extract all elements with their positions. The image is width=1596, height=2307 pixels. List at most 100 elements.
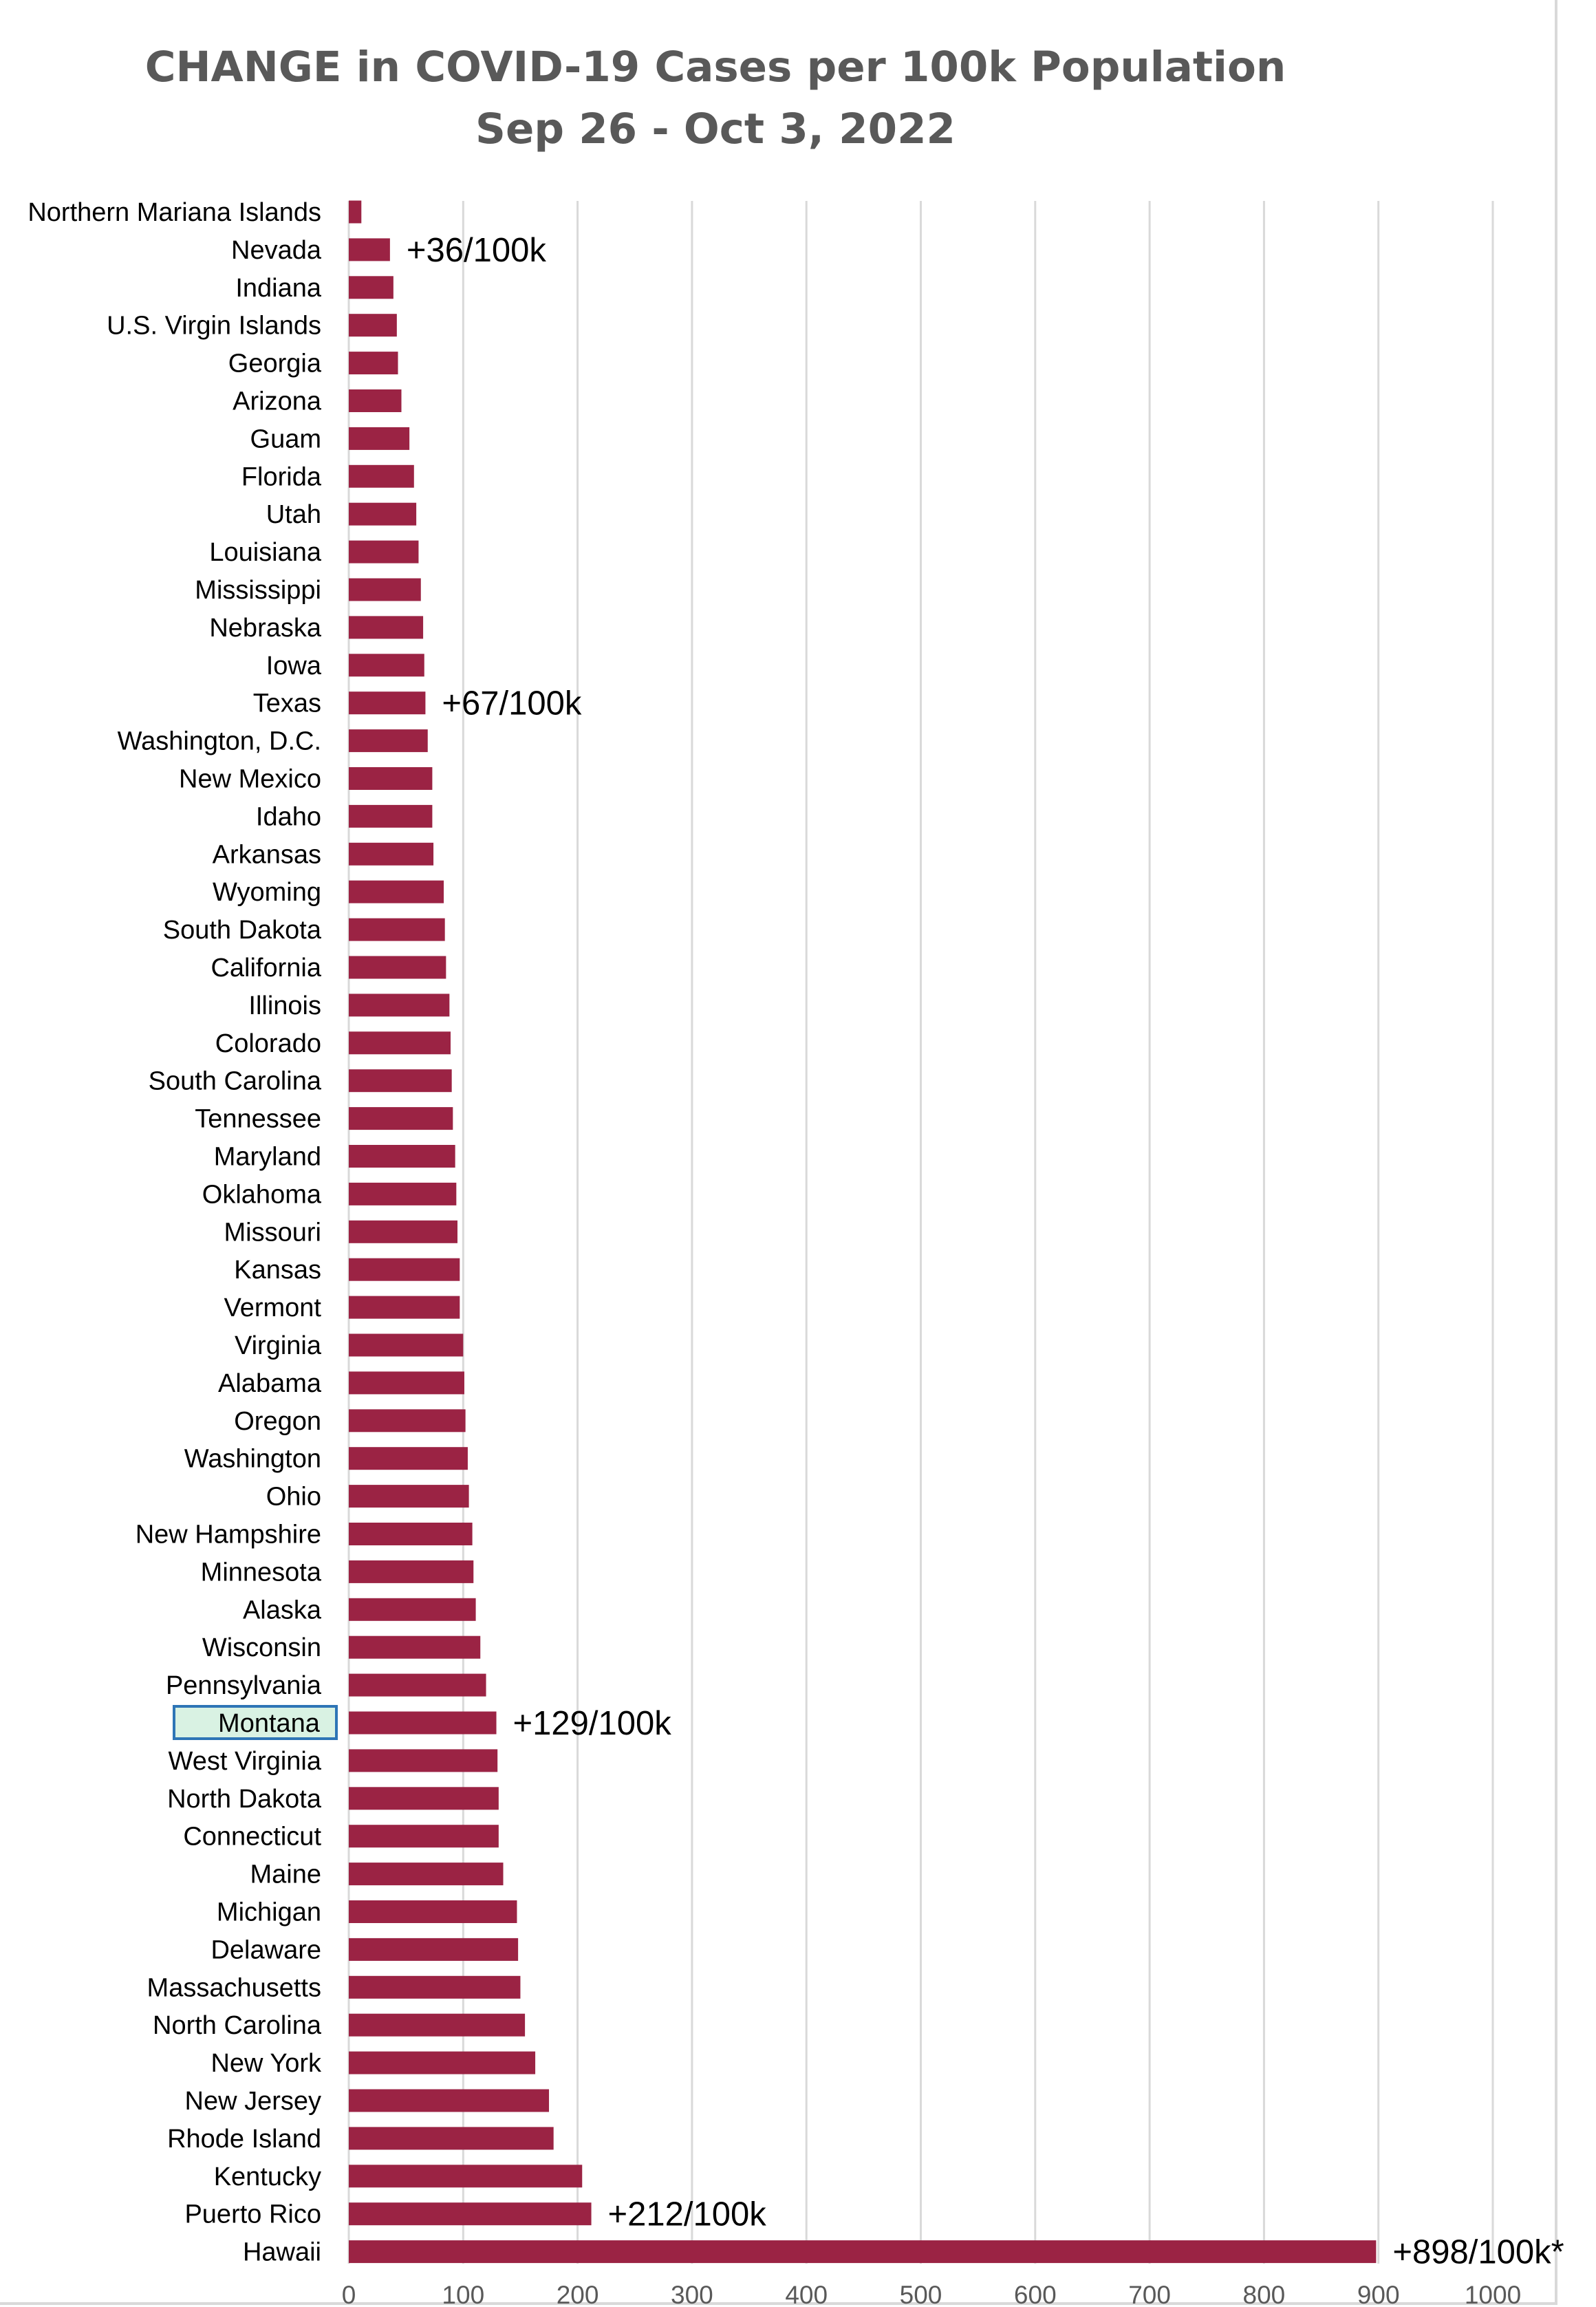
category-label: Montana xyxy=(218,1709,321,1738)
data-label: +129/100k xyxy=(513,1705,672,1742)
bar xyxy=(349,994,450,1017)
category-label: Kentucky xyxy=(214,2163,321,2191)
bar xyxy=(349,540,419,564)
bar xyxy=(349,1145,455,1168)
bar xyxy=(349,880,444,903)
category-label: Nebraska xyxy=(209,614,321,643)
category-label: Indiana xyxy=(235,274,322,303)
chart-frame xyxy=(0,0,1557,2305)
bar xyxy=(349,2051,536,2074)
bar xyxy=(349,616,424,639)
category-label: New Jersey xyxy=(185,2087,322,2116)
category-label: Arkansas xyxy=(213,840,321,869)
bar xyxy=(349,918,445,941)
bar xyxy=(349,2240,1377,2264)
bar xyxy=(349,1107,453,1130)
category-label: New Hampshire xyxy=(136,1521,321,1549)
bar xyxy=(349,1069,452,1093)
highlight-box xyxy=(173,1705,338,1740)
bar xyxy=(349,1333,464,1357)
bar xyxy=(349,729,428,753)
chart-subtitle: Sep 26 - Oct 3, 2022 xyxy=(475,105,956,153)
category-label: South Dakota xyxy=(163,916,322,945)
bar xyxy=(349,1975,521,1999)
bar xyxy=(349,2089,550,2112)
category-label: Delaware xyxy=(211,1935,321,1964)
bar xyxy=(349,691,426,715)
category-label: Alabama xyxy=(218,1369,322,1398)
category-label: South Carolina xyxy=(149,1067,322,1096)
x-tick-label: 100 xyxy=(442,2281,484,2307)
x-tick-label: 1000 xyxy=(1465,2281,1521,2307)
category-label: Wisconsin xyxy=(202,1633,321,1662)
data-label: +67/100k xyxy=(442,685,581,722)
category-label: Washington, D.C. xyxy=(118,727,321,756)
category-label: Iowa xyxy=(266,652,322,680)
bar xyxy=(349,2013,526,2037)
bar xyxy=(349,1825,499,1848)
bar xyxy=(349,464,414,488)
bar xyxy=(349,1598,476,1621)
category-label: Utah xyxy=(266,500,321,529)
category-label: Idaho xyxy=(256,802,321,831)
bar xyxy=(349,842,434,866)
category-label: Pennsylvania xyxy=(166,1671,322,1700)
data-labels: +36/100k +67/100k +129/100k +212/100k +898/1… xyxy=(407,232,1564,2271)
category-label: Maryland xyxy=(214,1143,321,1172)
x-axis-ticks: 0 100 200 300 400 500 600 700 800 900 1000 xyxy=(342,2281,1521,2307)
bar xyxy=(349,1031,451,1055)
category-label: Arizona xyxy=(233,387,322,416)
bar xyxy=(349,1409,466,1433)
category-label: Nevada xyxy=(231,236,322,265)
bar xyxy=(349,1258,460,1281)
category-label: Florida xyxy=(241,462,322,491)
data-label: +36/100k xyxy=(407,232,546,269)
category-label: Tennessee xyxy=(195,1105,321,1134)
data-label: +898/100k* xyxy=(1392,2234,1564,2271)
category-label: Virginia xyxy=(235,1331,322,1360)
x-tick-label: 900 xyxy=(1357,2281,1400,2307)
category-label: Michigan xyxy=(217,1898,321,1927)
bar xyxy=(349,1485,469,1508)
category-label: Hawaii xyxy=(243,2238,321,2267)
category-label: Maine xyxy=(250,1860,322,1889)
bar xyxy=(349,1220,457,1243)
bar xyxy=(349,200,362,224)
category-label: North Carolina xyxy=(153,2011,322,2040)
bar xyxy=(349,1900,517,1923)
category-label: Northern Mariana Islands xyxy=(28,198,321,227)
bar xyxy=(349,1182,457,1205)
bar xyxy=(349,389,402,412)
bar xyxy=(349,502,417,526)
category-label: Oregon xyxy=(234,1407,321,1436)
bar xyxy=(349,1711,497,1735)
bar xyxy=(349,1447,468,1470)
bar xyxy=(349,2127,554,2150)
bar xyxy=(349,1523,473,1545)
category-label: North Dakota xyxy=(167,1785,322,1814)
bar xyxy=(349,276,393,299)
bar xyxy=(349,1749,498,1772)
x-tick-label: 500 xyxy=(900,2281,942,2307)
category-label: Texas xyxy=(253,689,321,718)
bar xyxy=(349,654,424,677)
bar xyxy=(349,1938,519,1961)
bar xyxy=(349,1560,474,1583)
category-label: West Virginia xyxy=(169,1747,322,1776)
bar xyxy=(349,1296,460,1319)
bar xyxy=(349,956,446,979)
bar xyxy=(349,2202,592,2226)
chart-title: CHANGE in COVID-19 Cases per 100k Popula… xyxy=(144,43,1286,92)
category-label: Mississippi xyxy=(195,576,321,605)
category-label: U.S. Virgin Islands xyxy=(107,312,321,341)
category-label: New York xyxy=(211,2049,322,2078)
bar xyxy=(349,238,390,261)
category-label: Minnesota xyxy=(201,1558,322,1587)
category-label: Oklahoma xyxy=(202,1180,322,1209)
x-tick-label: 0 xyxy=(342,2281,356,2307)
category-label: Louisiana xyxy=(209,538,322,567)
highlight-layer xyxy=(173,1705,338,1740)
category-label: Rhode Island xyxy=(167,2125,321,2154)
bar xyxy=(349,1863,504,1886)
bar xyxy=(349,1371,464,1395)
